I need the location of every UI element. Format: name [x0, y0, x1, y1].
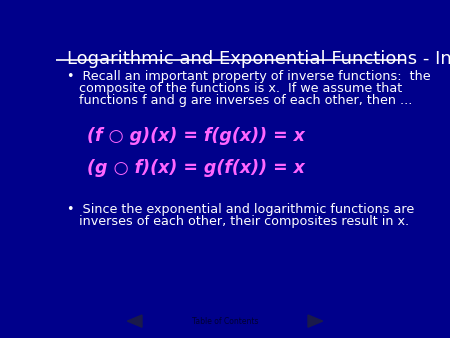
- Text: •  Recall an important property of inverse functions:  the: • Recall an important property of invers…: [67, 71, 430, 83]
- Polygon shape: [308, 315, 323, 327]
- Text: Table of Contents: Table of Contents: [192, 317, 258, 325]
- Text: inverses of each other, their composites result in x.: inverses of each other, their composites…: [67, 215, 409, 228]
- Polygon shape: [127, 315, 142, 327]
- Text: Logarithmic and Exponential Functions - Inverses: Logarithmic and Exponential Functions - …: [67, 50, 450, 68]
- Text: (g ○ f)(x) = g(f(x)) = x: (g ○ f)(x) = g(f(x)) = x: [87, 159, 305, 177]
- Text: composite of the functions is x.  If we assume that: composite of the functions is x. If we a…: [67, 82, 402, 95]
- Text: •  Since the exponential and logarithmic functions are: • Since the exponential and logarithmic …: [67, 203, 414, 216]
- Text: functions f and g are inverses of each other, then ...: functions f and g are inverses of each o…: [67, 94, 412, 107]
- Text: (f ○ g)(x) = f(g(x)) = x: (f ○ g)(x) = f(g(x)) = x: [87, 126, 305, 145]
